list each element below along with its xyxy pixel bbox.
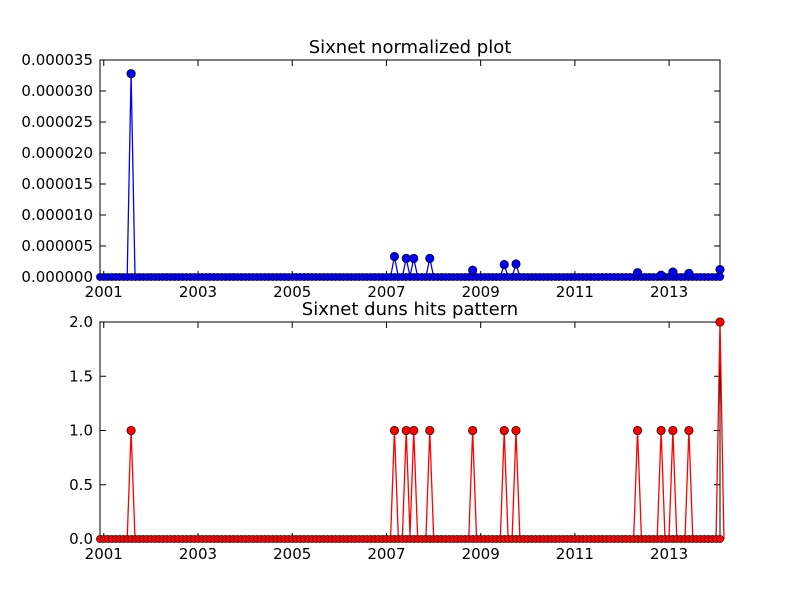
- normalized-x-tick-label: 2013: [650, 283, 688, 301]
- hits-chart-title: Sixnet duns hits pattern: [302, 299, 518, 320]
- hits-data-point: [409, 425, 419, 436]
- normalized-x-tick-label: 2005: [273, 283, 311, 301]
- hits-y-tick-label: 1.0: [69, 422, 93, 440]
- hits-zero-markers: [96, 535, 724, 543]
- hits-x-tick-label: 2001: [85, 545, 123, 563]
- hits-x-tick-label: 2009: [462, 545, 500, 563]
- hits-data-point: [468, 425, 478, 436]
- normalized-data-point: [715, 265, 725, 275]
- hits-series: [96, 317, 725, 543]
- normalized-data-point: [656, 270, 666, 280]
- normalized-data-point: [511, 259, 521, 269]
- hits-zero-point: [716, 535, 724, 543]
- hits-x-tick-label: 2007: [367, 545, 405, 563]
- normalized-data-point: [126, 69, 136, 79]
- hits-data-point: [425, 425, 435, 436]
- hits-data-point: [684, 425, 694, 436]
- normalized-x-tick-label: 2011: [556, 283, 594, 301]
- normalized-chart-title: Sixnet normalized plot: [309, 37, 512, 58]
- hits-data-point: [668, 425, 678, 436]
- normalized-data-point: [499, 260, 509, 270]
- normalized-data-point: [425, 253, 435, 263]
- hits-y-tick-label: 2.0: [69, 313, 93, 331]
- hits-data-point: [511, 425, 521, 436]
- normalized-data-point: [389, 251, 400, 262]
- hits-data-point: [656, 425, 666, 436]
- hits-data-point: [715, 317, 725, 327]
- hits-data-point: [633, 425, 643, 436]
- normalized-y-tick-label: 0.000000: [21, 268, 93, 286]
- normalized-data-point: [684, 268, 694, 278]
- normalized-x-tick-label: 2009: [462, 283, 500, 301]
- hits-x-tick-label: 2011: [556, 545, 594, 563]
- hits-y-tick-label: 0.5: [69, 476, 93, 494]
- hits-x-tick-label: 2003: [179, 545, 217, 563]
- normalized-y-tick-label: 0.000020: [21, 144, 93, 162]
- normalized-zero-markers: [96, 273, 724, 281]
- normalized-data-point: [633, 268, 643, 278]
- chart-normalized-plot: Sixnet normalized plot 2001 2003 2005 2007 20…: [21, 37, 725, 301]
- normalized-data-point: [401, 253, 411, 263]
- hits-x-tick-label: 2005: [273, 545, 311, 563]
- hits-data-point: [389, 425, 400, 436]
- normalized-y-tick-label: 0.000010: [21, 206, 93, 224]
- normalized-x-tick-label: 2001: [85, 283, 123, 301]
- hits-y-tick-label: 0.0: [69, 530, 93, 548]
- hits-data-point: [126, 425, 136, 436]
- normalized-y-tick-label: 0.000005: [21, 237, 93, 255]
- normalized-y-tick-label: 0.000035: [21, 51, 93, 69]
- normalized-x-tick-label: 2007: [367, 283, 405, 301]
- normalized-data-point: [409, 253, 419, 263]
- chart-duns-hits-pattern: Sixnet duns hits pattern 2001 2003 2005 2007…: [69, 299, 725, 563]
- normalized-y-tick-label: 0.000030: [21, 82, 93, 100]
- normalized-data-point: [468, 265, 478, 275]
- normalized-series: [96, 69, 725, 281]
- normalized-y-tick-label: 0.000015: [21, 175, 93, 193]
- hits-y-tick-label: 1.5: [69, 367, 93, 385]
- normalized-x-tick-label: 2003: [179, 283, 217, 301]
- hits-x-tick-label: 2013: [650, 545, 688, 563]
- normalized-y-tick-label: 0.000025: [21, 113, 93, 131]
- hits-data-point: [499, 425, 509, 436]
- normalized-zero-point: [716, 273, 724, 281]
- normalized-data-point: [668, 267, 678, 277]
- hits-data-point: [401, 425, 411, 436]
